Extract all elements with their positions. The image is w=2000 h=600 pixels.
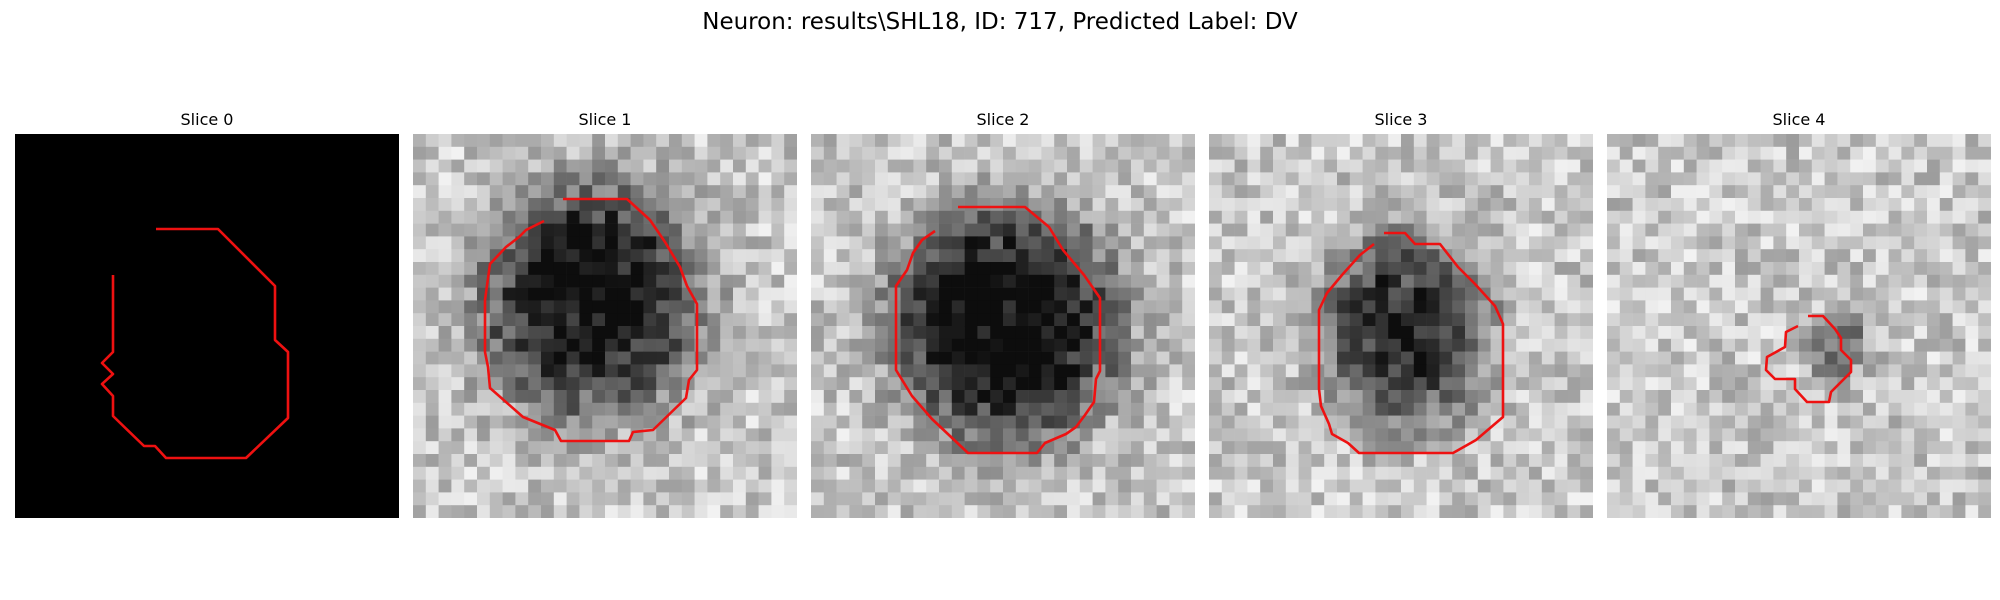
figure-title: Neuron: results\SHL18, ID: 717, Predicte… [702, 9, 1298, 35]
slice-title: Slice 3 [1374, 110, 1428, 129]
slice-image [1607, 134, 1991, 518]
slice-title: Slice 2 [976, 110, 1030, 129]
slice-image [15, 134, 399, 518]
slice-image [1209, 134, 1593, 518]
slice-image [413, 134, 797, 518]
slice-title: Slice 4 [1772, 110, 1826, 129]
slice-title: Slice 1 [578, 110, 632, 129]
slice-image [811, 134, 1195, 518]
slice-title: Slice 0 [180, 110, 234, 129]
